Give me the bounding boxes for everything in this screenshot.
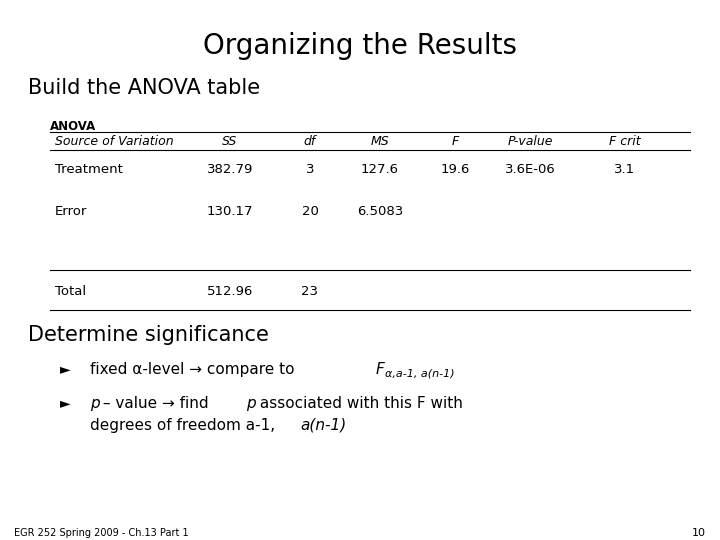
Text: degrees of freedom a-1,: degrees of freedom a-1,	[90, 418, 280, 433]
Text: F: F	[451, 135, 459, 148]
Text: ►: ►	[60, 396, 71, 410]
Text: 382.79: 382.79	[207, 163, 253, 176]
Text: 10: 10	[692, 528, 706, 538]
Text: p: p	[90, 396, 99, 411]
Text: Total: Total	[55, 285, 86, 298]
Text: Error: Error	[55, 205, 87, 218]
Text: – value → find: – value → find	[98, 396, 214, 411]
Text: F crit: F crit	[609, 135, 641, 148]
Text: df: df	[304, 135, 316, 148]
Text: 3.1: 3.1	[614, 163, 636, 176]
Text: 130.17: 130.17	[207, 205, 253, 218]
Text: Determine significance: Determine significance	[28, 325, 269, 345]
Text: a(n-1): a(n-1)	[300, 418, 346, 433]
Text: P-value: P-value	[508, 135, 553, 148]
Text: 23: 23	[302, 285, 318, 298]
Text: 3.6E-06: 3.6E-06	[505, 163, 555, 176]
Text: Treatment: Treatment	[55, 163, 123, 176]
Text: MS: MS	[371, 135, 390, 148]
Text: SS: SS	[222, 135, 238, 148]
Text: 127.6: 127.6	[361, 163, 399, 176]
Text: Organizing the Results: Organizing the Results	[203, 32, 517, 60]
Text: 20: 20	[302, 205, 318, 218]
Text: 512.96: 512.96	[207, 285, 253, 298]
Text: 3: 3	[306, 163, 314, 176]
Text: Source of Variation: Source of Variation	[55, 135, 174, 148]
Text: p: p	[246, 396, 256, 411]
Text: ANOVA: ANOVA	[50, 120, 96, 133]
Text: ►: ►	[60, 362, 71, 376]
Text: EGR 252 Spring 2009 - Ch.13 Part 1: EGR 252 Spring 2009 - Ch.13 Part 1	[14, 528, 189, 538]
Text: 6.5083: 6.5083	[357, 205, 403, 218]
Text: 19.6: 19.6	[441, 163, 469, 176]
Text: α,a-1, a(n-1): α,a-1, a(n-1)	[385, 368, 454, 378]
Text: Build the ANOVA table: Build the ANOVA table	[28, 78, 260, 98]
Text: fixed α-level → compare to: fixed α-level → compare to	[90, 362, 300, 377]
Text: associated with this F with: associated with this F with	[255, 396, 463, 411]
Text: F: F	[376, 362, 384, 377]
